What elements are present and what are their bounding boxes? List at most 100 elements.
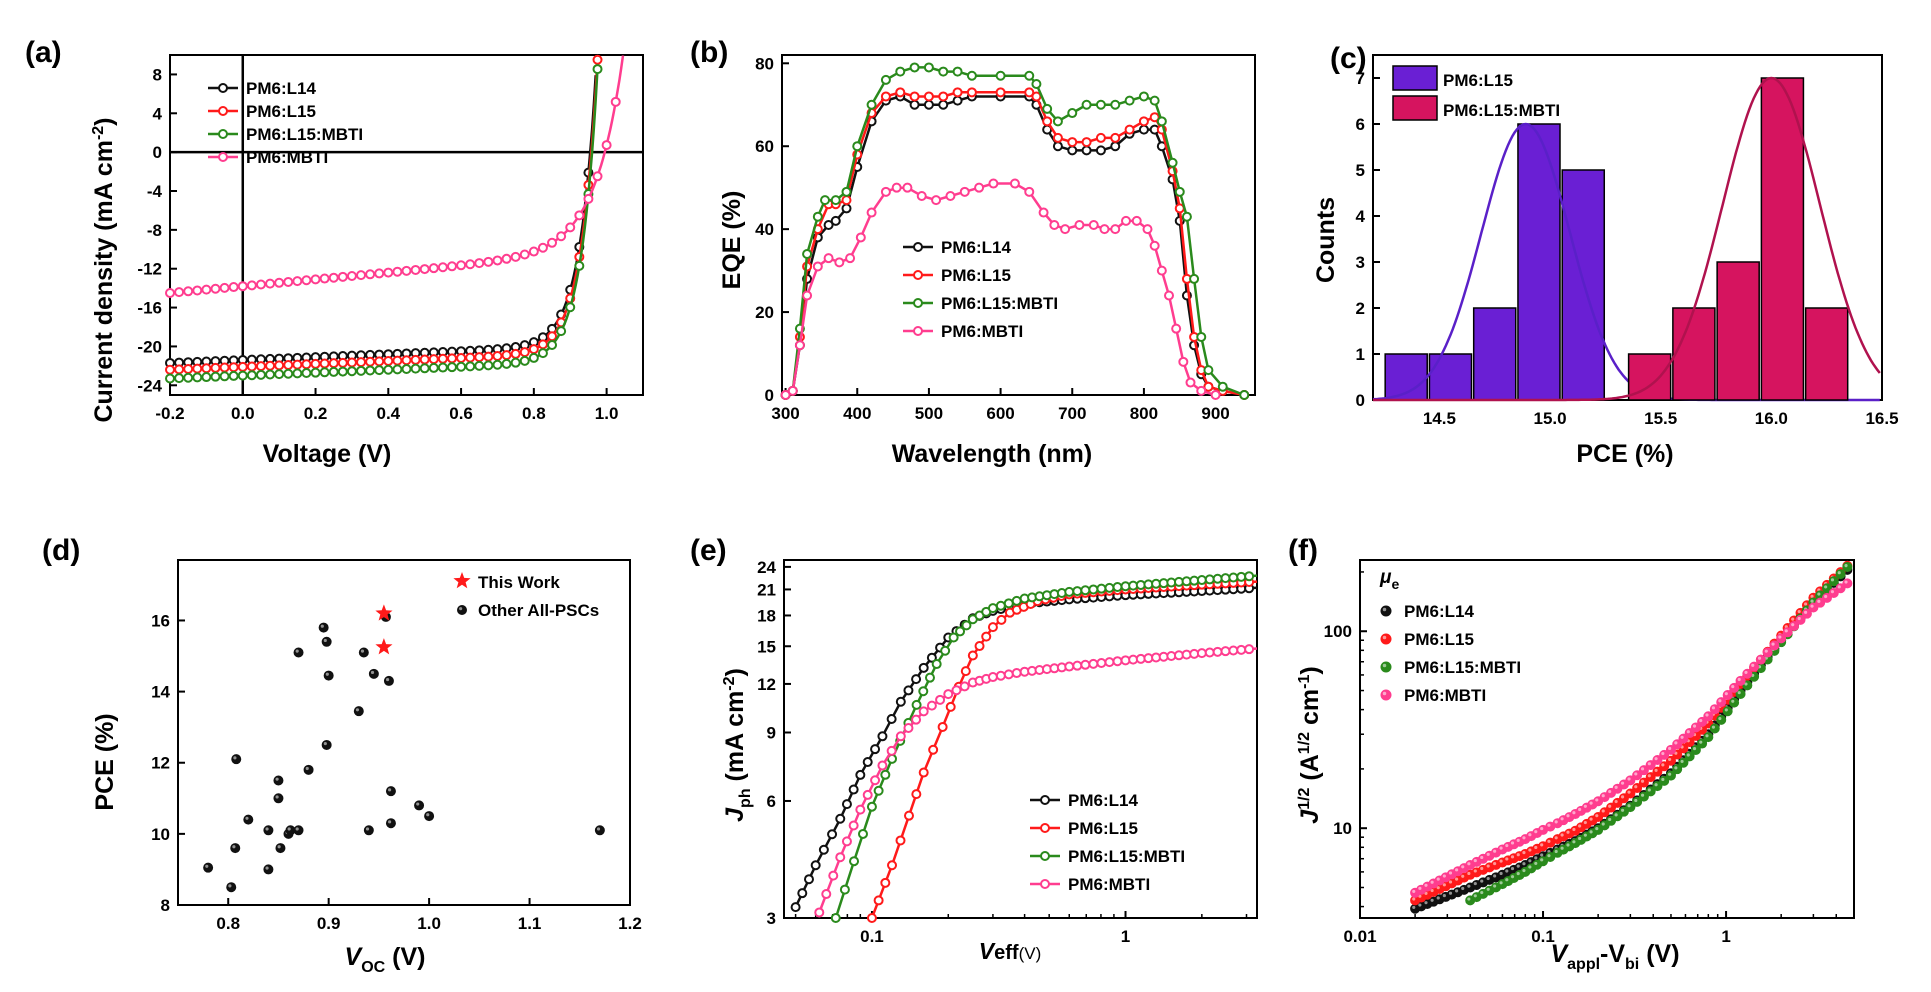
data-point-shine <box>232 845 236 849</box>
eqe-curve <box>784 66 1245 397</box>
panel-c-ylabel: Counts <box>1312 197 1340 283</box>
data-point-shine <box>386 678 390 682</box>
data-point <box>821 889 832 900</box>
data-point <box>226 882 237 893</box>
x-tick-label: 16.5 <box>1865 409 1898 428</box>
data-point-shine <box>1547 854 1551 858</box>
x-tick-label: 600 <box>986 404 1014 423</box>
data-point <box>1709 704 1720 715</box>
data-point-shine <box>1566 830 1570 834</box>
data-point <box>510 251 521 262</box>
data-point-shine <box>1467 871 1471 876</box>
data-point <box>951 685 962 696</box>
data-point <box>274 277 285 288</box>
data-point-shine <box>1540 858 1544 862</box>
data-point <box>1104 582 1115 593</box>
data-point <box>337 357 348 368</box>
panel-a-label: (a) <box>25 36 62 69</box>
data-point <box>547 331 558 342</box>
data-point <box>1220 573 1231 584</box>
data-point <box>356 270 367 281</box>
data-point-shine <box>1505 843 1509 848</box>
data-point-shine <box>1601 822 1605 826</box>
data-point <box>1204 574 1215 585</box>
panel-d-label: (d) <box>42 534 80 567</box>
data-point <box>1095 99 1106 110</box>
data-point <box>937 721 948 732</box>
data-point <box>428 263 439 274</box>
data-point-shine <box>1578 807 1582 812</box>
data-point <box>955 626 966 637</box>
data-point-shine <box>1817 599 1821 603</box>
data-point <box>358 647 369 658</box>
data-point <box>174 364 185 375</box>
jv-curve <box>169 55 625 295</box>
data-point <box>1099 224 1110 235</box>
panel-d-xlabel: VOC (V) <box>345 943 426 976</box>
legend-label: PM6:L15:MBTI <box>1068 847 1185 866</box>
data-point-shine <box>1430 898 1434 902</box>
data-point-shine <box>1534 856 1538 860</box>
data-point <box>273 793 284 804</box>
data-point <box>218 83 228 93</box>
data-point-shine <box>1505 869 1509 873</box>
data-point <box>1149 240 1160 251</box>
data-point <box>855 769 866 780</box>
data-point <box>855 804 866 815</box>
data-point-shine <box>1486 864 1490 868</box>
data-point <box>365 269 376 280</box>
data-point <box>492 255 503 266</box>
panel-f-xlabel: Vappl-Vbi (V) <box>1550 940 1679 973</box>
data-point <box>537 339 548 350</box>
data-point-shine <box>1737 677 1741 682</box>
data-point-shine <box>1473 882 1477 886</box>
data-point-shine <box>596 827 601 831</box>
legend-label: PM6:L15 <box>1443 71 1513 90</box>
data-point-shine <box>1473 859 1477 863</box>
data-point-shine <box>1654 783 1658 787</box>
star-marker <box>375 638 393 655</box>
data-point <box>1142 224 1153 235</box>
data-point <box>383 267 394 278</box>
data-point-shine <box>1601 794 1605 798</box>
data-point <box>848 820 859 831</box>
data-point-shine <box>320 624 324 628</box>
data-point <box>283 276 294 287</box>
legend-swatch <box>457 605 467 615</box>
legend-swatch-shine <box>1382 691 1387 696</box>
data-point <box>794 340 805 351</box>
data-point <box>574 260 585 271</box>
data-point <box>1755 654 1766 665</box>
data-point <box>1081 99 1092 110</box>
data-point-shine <box>1528 859 1532 863</box>
data-point <box>880 91 891 102</box>
data-point <box>913 326 923 336</box>
y-tick-label: 80 <box>755 54 774 73</box>
data-point <box>1067 145 1078 156</box>
data-point-shine <box>1661 763 1665 767</box>
y-tick-label: 10 <box>1333 819 1352 838</box>
data-point <box>909 99 920 110</box>
data-point <box>293 825 304 836</box>
data-point <box>293 647 304 658</box>
data-point <box>967 650 978 661</box>
data-point-shine <box>1634 785 1638 789</box>
data-point-shine <box>1486 887 1490 891</box>
panel-a-ylabel: Current density (mA cm-2) <box>90 117 118 422</box>
data-point-shine <box>1583 820 1587 825</box>
data-point <box>848 784 859 795</box>
data-point-shine <box>1510 855 1515 859</box>
data-point-shine <box>1480 866 1484 871</box>
data-point <box>192 372 203 383</box>
data-point-shine <box>1528 848 1532 852</box>
data-point <box>918 706 929 717</box>
data-point <box>895 835 906 846</box>
data-point <box>780 390 791 400</box>
legend-label: PM6:MBTI <box>941 322 1023 341</box>
data-point <box>1828 576 1839 587</box>
data-point-shine <box>1647 788 1651 792</box>
data-point <box>880 186 891 197</box>
data-point-shine <box>1436 877 1440 881</box>
y-tick-label: 4 <box>1356 207 1366 226</box>
x-tick-label: 0.9 <box>317 914 341 933</box>
